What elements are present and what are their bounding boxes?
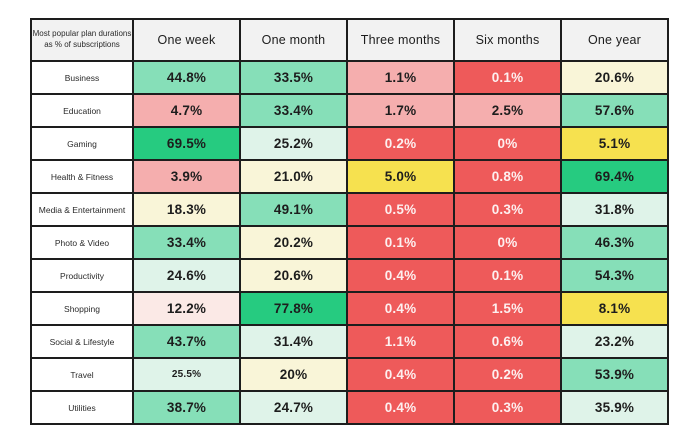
heatmap-table: Most popular plan durations as % of subs…: [30, 18, 669, 425]
table-row: Travel 25.5% 20% 0.4% 0.2% 53.9%: [30, 357, 669, 392]
value-cell: 0.5%: [346, 192, 455, 227]
value-cell: 0%: [453, 225, 562, 260]
value-cell: 0.3%: [453, 390, 562, 425]
header-row: Most popular plan durations as % of subs…: [30, 18, 669, 62]
value-cell: 18.3%: [132, 192, 241, 227]
value-cell: 5.0%: [346, 159, 455, 194]
value-cell: 31.8%: [560, 192, 669, 227]
value-cell: 44.8%: [132, 60, 241, 95]
value-cell: 54.3%: [560, 258, 669, 293]
row-label: Photo & Video: [30, 225, 134, 260]
table-body: Business 44.8% 33.5% 1.1% 0.1% 20.6% Education…: [30, 60, 669, 425]
value-cell: 20%: [239, 357, 348, 392]
value-cell: 0.2%: [453, 357, 562, 392]
value-cell: 0.8%: [453, 159, 562, 194]
table-row: Utilities 38.7% 24.7% 0.4% 0.3% 35.9%: [30, 390, 669, 425]
value-cell: 69.4%: [560, 159, 669, 194]
value-cell: 0.6%: [453, 324, 562, 359]
value-cell: 53.9%: [560, 357, 669, 392]
row-label: Business: [30, 60, 134, 95]
value-cell: 33.4%: [239, 93, 348, 128]
value-cell: 0.4%: [346, 357, 455, 392]
value-cell: 1.7%: [346, 93, 455, 128]
value-cell: 25.5%: [132, 357, 241, 392]
value-cell: 5.1%: [560, 126, 669, 161]
value-cell: 0.4%: [346, 291, 455, 326]
row-label: Gaming: [30, 126, 134, 161]
value-cell: 31.4%: [239, 324, 348, 359]
value-cell: 0.1%: [346, 225, 455, 260]
table-row: Media & Entertainment 18.3% 49.1% 0.5% 0.3% 3…: [30, 192, 669, 227]
value-cell: 57.6%: [560, 93, 669, 128]
value-cell: 25.2%: [239, 126, 348, 161]
value-cell: 1.1%: [346, 60, 455, 95]
table-row: Productivity 24.6% 20.6% 0.4% 0.1% 54.3%: [30, 258, 669, 293]
table-row: Education 4.7% 33.4% 1.7% 2.5% 57.6%: [30, 93, 669, 128]
row-label: Utilities: [30, 390, 134, 425]
value-cell: 24.6%: [132, 258, 241, 293]
value-cell: 0.2%: [346, 126, 455, 161]
row-label: Social & Lifestyle: [30, 324, 134, 359]
value-cell: 4.7%: [132, 93, 241, 128]
value-cell: 20.6%: [560, 60, 669, 95]
table-row: Shopping 12.2% 77.8% 0.4% 1.5% 8.1%: [30, 291, 669, 326]
table-row: Business 44.8% 33.5% 1.1% 0.1% 20.6%: [30, 60, 669, 95]
value-cell: 0.1%: [453, 60, 562, 95]
value-cell: 23.2%: [560, 324, 669, 359]
row-label: Education: [30, 93, 134, 128]
value-cell: 49.1%: [239, 192, 348, 227]
column-header-three-months: Three months: [346, 18, 455, 62]
table-row: Gaming 69.5% 25.2% 0.2% 0% 5.1%: [30, 126, 669, 161]
value-cell: 1.5%: [453, 291, 562, 326]
row-label: Media & Entertainment: [30, 192, 134, 227]
value-cell: 35.9%: [560, 390, 669, 425]
value-cell: 0.4%: [346, 390, 455, 425]
value-cell: 2.5%: [453, 93, 562, 128]
column-header-one-year: One year: [560, 18, 669, 62]
row-label: Health & Fitness: [30, 159, 134, 194]
column-header-one-week: One week: [132, 18, 241, 62]
table-header: Most popular plan durations as % of subs…: [30, 18, 669, 62]
value-cell: 43.7%: [132, 324, 241, 359]
value-cell: 0%: [453, 126, 562, 161]
table-row: Social & Lifestyle 43.7% 31.4% 1.1% 0.6% 23.2…: [30, 324, 669, 359]
value-cell: 3.9%: [132, 159, 241, 194]
row-label: Productivity: [30, 258, 134, 293]
value-cell: 1.1%: [346, 324, 455, 359]
value-cell: 20.6%: [239, 258, 348, 293]
value-cell: 12.2%: [132, 291, 241, 326]
column-header-one-month: One month: [239, 18, 348, 62]
row-label: Shopping: [30, 291, 134, 326]
table-row: Photo & Video 33.4% 20.2% 0.1% 0% 46.3%: [30, 225, 669, 260]
value-cell: 77.8%: [239, 291, 348, 326]
value-cell: 8.1%: [560, 291, 669, 326]
value-cell: 0.4%: [346, 258, 455, 293]
value-cell: 69.5%: [132, 126, 241, 161]
value-cell: 46.3%: [560, 225, 669, 260]
value-cell: 24.7%: [239, 390, 348, 425]
value-cell: 0.3%: [453, 192, 562, 227]
row-label: Travel: [30, 357, 134, 392]
value-cell: 0.1%: [453, 258, 562, 293]
table-row: Health & Fitness 3.9% 21.0% 5.0% 0.8% 69.4%: [30, 159, 669, 194]
value-cell: 38.7%: [132, 390, 241, 425]
value-cell: 33.5%: [239, 60, 348, 95]
column-header-six-months: Six months: [453, 18, 562, 62]
value-cell: 21.0%: [239, 159, 348, 194]
value-cell: 20.2%: [239, 225, 348, 260]
value-cell: 33.4%: [132, 225, 241, 260]
corner-header-cell: Most popular plan durations as % of subs…: [30, 18, 134, 62]
